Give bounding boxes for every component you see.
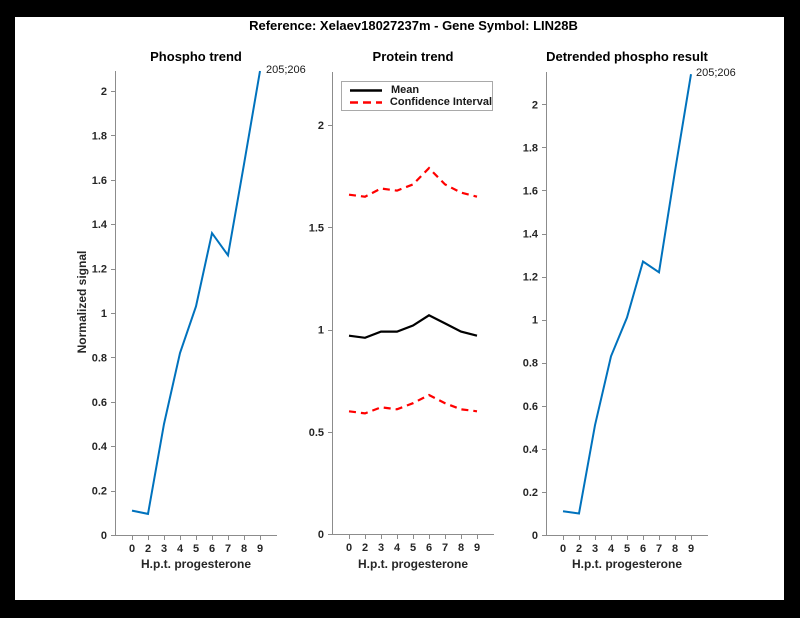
legend-label-mean: Mean bbox=[391, 84, 420, 96]
subplot3-y-tick-label: 1.4 bbox=[523, 229, 539, 241]
subplot1-x-tick-label: 3 bbox=[161, 543, 167, 555]
subplot1-y-tick-label: 0 bbox=[101, 530, 107, 542]
subplot1-x-tick-label: 2 bbox=[145, 543, 151, 555]
subplot2-x-tick-label: 4 bbox=[394, 542, 401, 554]
x-axis-label-phospho: H.p.t. progesterone bbox=[140, 557, 251, 571]
subplot1-y-tick-label: 1.6 bbox=[92, 175, 107, 187]
subplot1-y-tick-label: 1.4 bbox=[92, 219, 108, 231]
subplot2-x-tick-label: 5 bbox=[410, 542, 416, 554]
legend-label-confidence-interval: Confidence Interval bbox=[389, 96, 492, 108]
subplot-title-detrended-result: Detrended phospho result bbox=[546, 49, 708, 64]
subplot1-x-tick-label: 0 bbox=[129, 543, 135, 555]
subplot1-y-tick-label: 1.2 bbox=[92, 264, 107, 276]
subplot2-x-tick-label: 2 bbox=[362, 542, 368, 554]
subplot2-x-tick-label: 8 bbox=[458, 542, 464, 554]
subplot1-series-phospho-signal bbox=[131, 70, 261, 516]
subplot3-x-tick-label: 4 bbox=[608, 543, 615, 555]
subplot-title-protein-trend: Protein trend bbox=[372, 49, 454, 64]
peak-annotation-detrended: 205;206 bbox=[696, 67, 736, 79]
subplot1-y-tick-label: 1 bbox=[101, 308, 107, 320]
subplot1-y-tick-label: 2 bbox=[101, 86, 107, 98]
subplot2-y-tick-label: 0.5 bbox=[309, 427, 324, 439]
subplot3-x-tick-label: 0 bbox=[560, 543, 566, 555]
subplot3-series-detrended-phospho-signal bbox=[562, 74, 692, 515]
subplot2-x-tick-label: 6 bbox=[426, 542, 432, 554]
subplot3-y-tick-label: 1.8 bbox=[523, 142, 538, 154]
x-axis-label-protein: H.p.t. progesterone bbox=[357, 557, 468, 571]
subplot3-y-tick-label: 0.8 bbox=[523, 358, 538, 370]
subplot3-y-tick-label: 0.4 bbox=[523, 444, 539, 456]
y-axis-label-normalized-signal: Normalized signal bbox=[75, 250, 89, 354]
subplot3-y-tick-label: 1.6 bbox=[523, 185, 538, 197]
subplot3-y-tick-label: 0 bbox=[532, 530, 538, 542]
subplot1-x-tick-label: 9 bbox=[257, 543, 263, 555]
subplot3-x-tick-label: 9 bbox=[688, 543, 694, 555]
confidence-interval-swatch-icon bbox=[350, 100, 382, 104]
peak-annotation-phospho: 205;206 bbox=[266, 64, 306, 76]
subplot2-x-tick-label: 3 bbox=[378, 542, 384, 554]
subplot2-series-confidence-interval-upper- bbox=[348, 166, 478, 198]
subplot1-x-tick-label: 6 bbox=[209, 543, 215, 555]
x-axis-label-detrended: H.p.t. progesterone bbox=[571, 557, 682, 571]
subplot3-x-tick-label: 3 bbox=[592, 543, 598, 555]
subplot1-y-tick-label: 0.4 bbox=[92, 441, 108, 453]
mean-line-swatch-icon bbox=[350, 88, 382, 92]
figure-background bbox=[15, 17, 784, 600]
subplot3-x-tick-label: 5 bbox=[624, 543, 630, 555]
subplot3-y-tick-label: 2 bbox=[532, 99, 538, 111]
subplot1-y-tick-label: 0.8 bbox=[92, 352, 107, 364]
subplot3-y-tick-label: 0.6 bbox=[523, 401, 538, 413]
subplot2-series-mean bbox=[348, 314, 478, 339]
subplot3-x-tick-label: 7 bbox=[656, 543, 662, 555]
subplot2-series-confidence-interval-lower- bbox=[348, 393, 478, 415]
subplot1-x-tick-label: 8 bbox=[241, 543, 247, 555]
subplot3-y-tick-label: 1.2 bbox=[523, 272, 538, 284]
legend: Mean Confidence Interval bbox=[341, 81, 493, 111]
subplot3-x-tick-label: 2 bbox=[576, 543, 582, 555]
subplot1-y-tick-label: 0.2 bbox=[92, 486, 107, 498]
subplot2-x-tick-label: 7 bbox=[442, 542, 448, 554]
subplot2-x-tick-label: 0 bbox=[346, 542, 352, 554]
figure-title: Reference: Xelaev18027237m - Gene Symbol… bbox=[249, 18, 578, 33]
subplot1-x-tick-label: 7 bbox=[225, 543, 231, 555]
subplot1-y-tick-label: 1.8 bbox=[92, 130, 107, 142]
legend-item-mean: Mean bbox=[349, 84, 492, 96]
subplot2-y-tick-label: 1.5 bbox=[309, 222, 324, 234]
subplot2-x-tick-label: 9 bbox=[474, 542, 480, 554]
subplot1-x-tick-label: 5 bbox=[193, 543, 199, 555]
subplot3-y-tick-label: 0.2 bbox=[523, 487, 538, 499]
subplot1-x-tick-label: 4 bbox=[177, 543, 184, 555]
subplot2-y-tick-label: 0 bbox=[318, 529, 324, 541]
subplot3-y-tick-label: 1 bbox=[532, 315, 538, 327]
subplot3-x-tick-label: 6 bbox=[640, 543, 646, 555]
subplot-title-phospho-trend: Phospho trend bbox=[150, 49, 242, 64]
legend-item-confidence-interval: Confidence Interval bbox=[349, 96, 492, 108]
subplot2-y-tick-label: 2 bbox=[318, 120, 324, 132]
subplot2-y-tick-label: 1 bbox=[318, 325, 324, 337]
subplot1-y-tick-label: 0.6 bbox=[92, 397, 107, 409]
subplot3-x-tick-label: 8 bbox=[672, 543, 678, 555]
